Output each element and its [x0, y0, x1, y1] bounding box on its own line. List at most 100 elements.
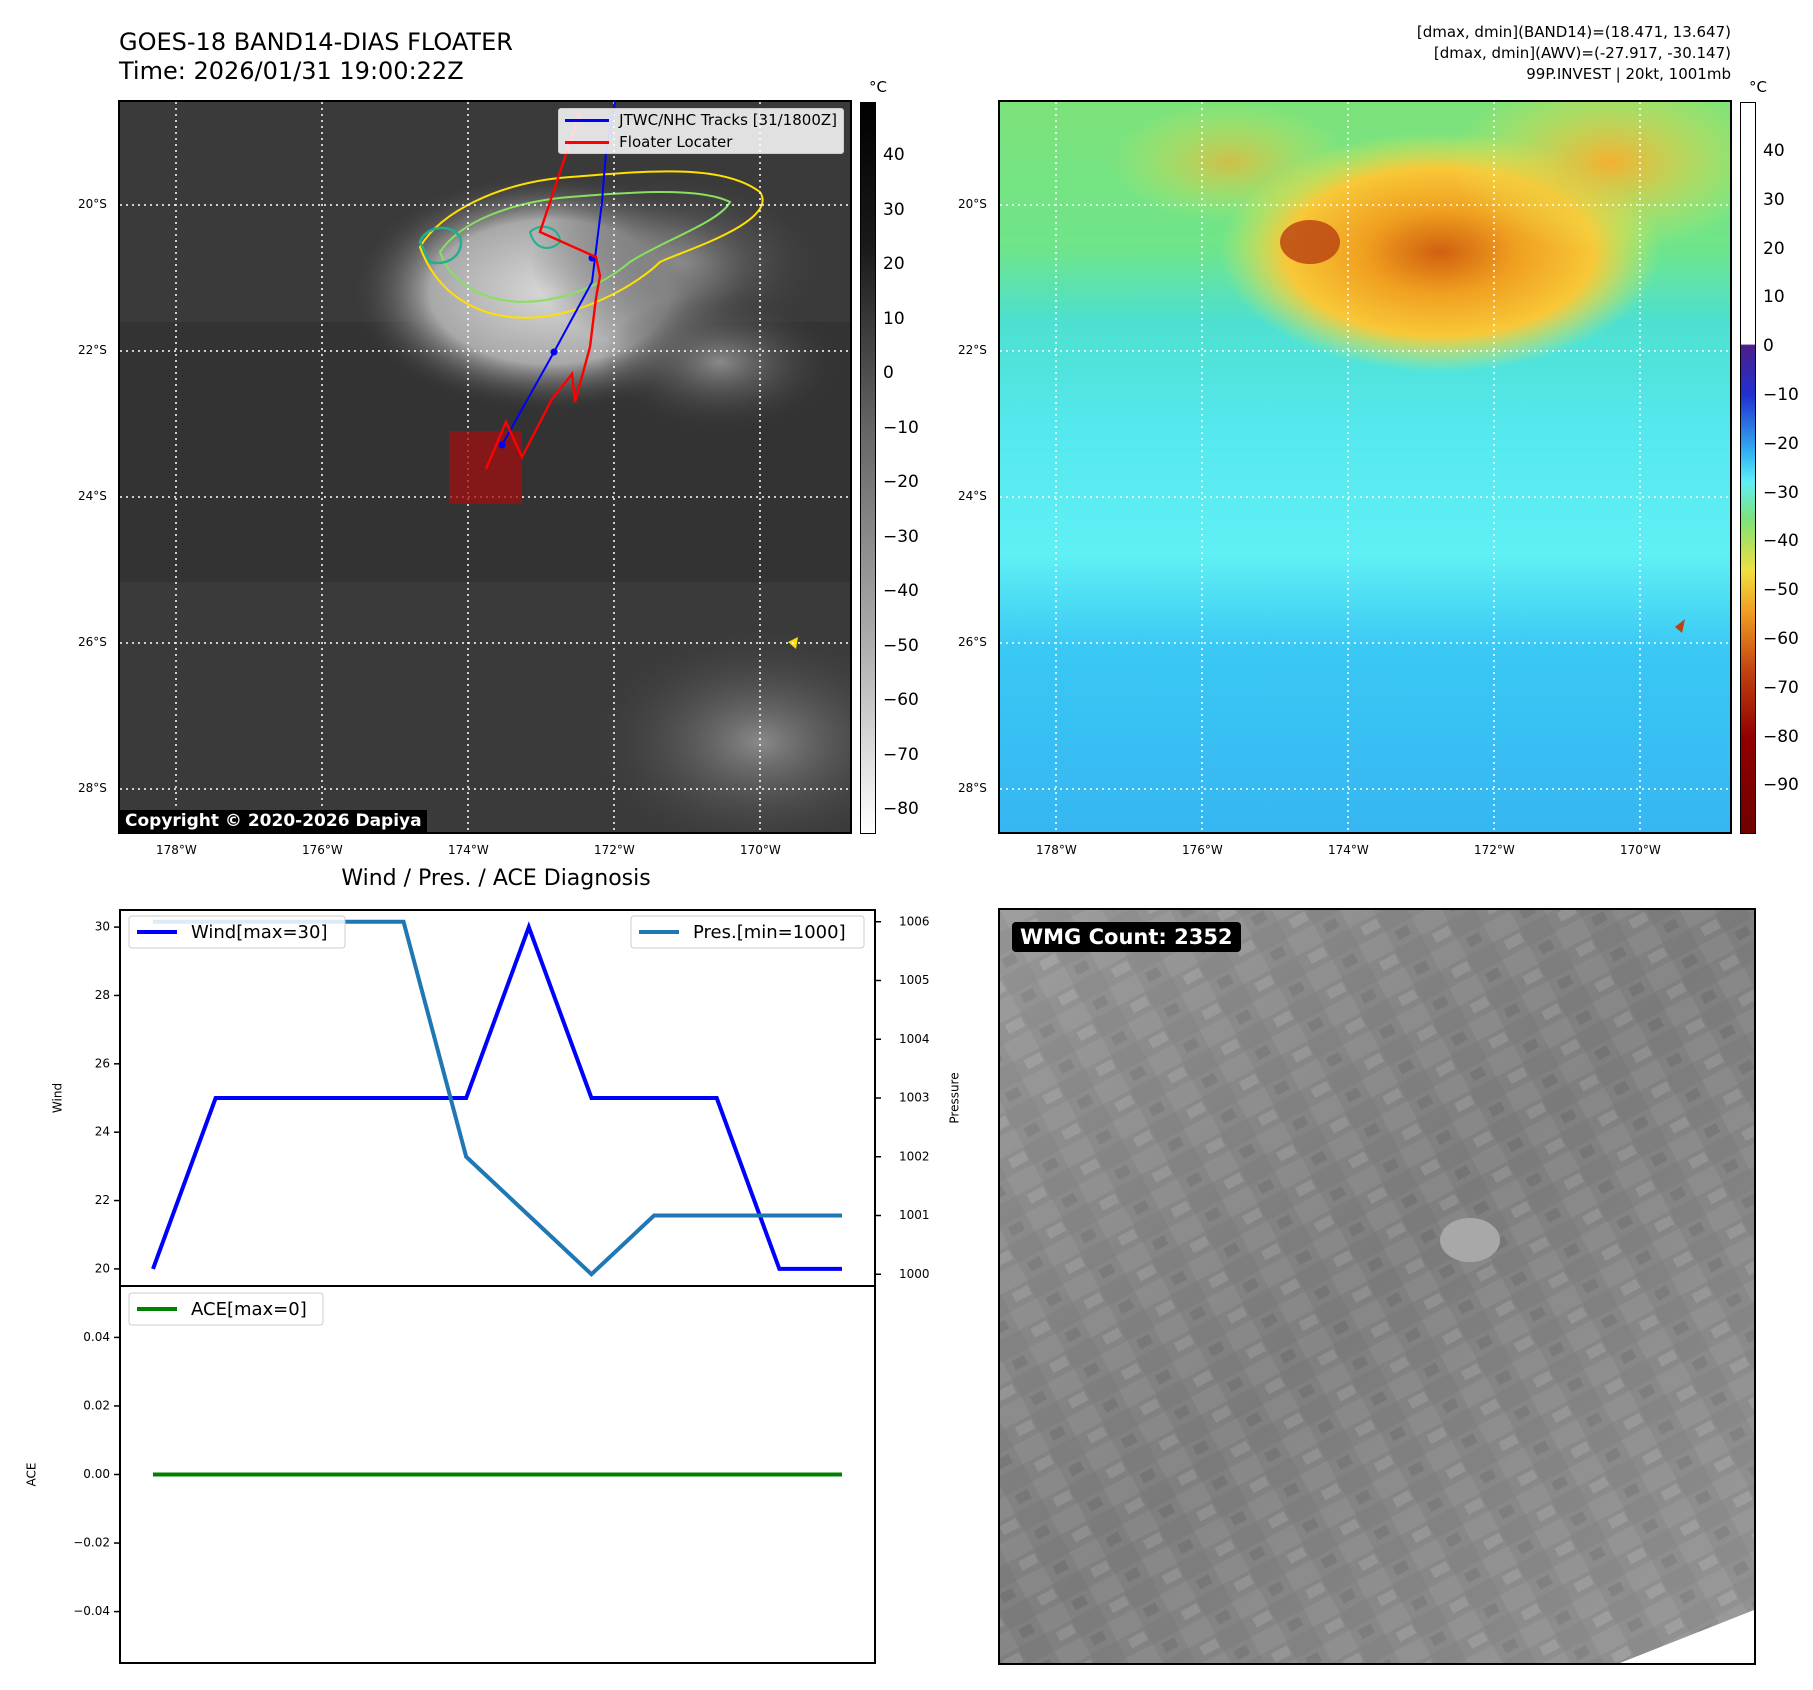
wind-tick-label: 30 — [95, 920, 110, 934]
lat-label: 20°S — [78, 197, 107, 211]
band14-gridlines — [120, 102, 850, 832]
awv-colorbar — [1740, 102, 1756, 834]
pressure-tick-label: 1001 — [899, 1208, 930, 1222]
ace-legend-box — [128, 1292, 324, 1326]
info-awv-range: [dmax, dmin](AWV)=(-27.917, -30.147) — [1433, 44, 1731, 62]
band14-colorbar-tick: −80 — [883, 799, 919, 819]
lon-label: 170°W — [1620, 843, 1661, 857]
lon-label: 178°W — [1036, 843, 1077, 857]
legend-label-tracks: JTWC/NHC Tracks [31/1800Z] — [619, 111, 837, 129]
awv-colorbar-tick: 20 — [1763, 238, 1785, 259]
pressure-tick-label: 1006 — [899, 914, 930, 928]
ace-axis-label: ACE — [25, 1463, 39, 1487]
ace-tick-label: 0.00 — [83, 1467, 110, 1481]
pressure-tick-label: 1005 — [899, 973, 930, 987]
band14-colorbar-tick: −20 — [883, 472, 919, 492]
lon-label: 178°W — [156, 843, 197, 857]
band14-colorbar-tick: 30 — [883, 199, 905, 220]
info-band14-range: [dmax, dmin](BAND14)=(18.471, 13.647) — [1416, 23, 1731, 41]
pressure-tick-label: 1002 — [899, 1149, 930, 1163]
band14-colorbar-tick: −70 — [883, 744, 919, 765]
band14-colorbar-tick: 10 — [883, 308, 905, 329]
band14-colorbar-tick: 40 — [883, 145, 905, 165]
track-point — [498, 441, 506, 449]
legend-item-floater: Floater Locater — [559, 131, 843, 153]
info-storm: 99P.INVEST | 20kt, 1001mb — [1526, 65, 1731, 83]
colorbar-unit: °C — [1749, 78, 1767, 96]
awv-map — [998, 100, 1732, 834]
lat-label: 28°S — [78, 781, 107, 795]
diagnosis-chart: 30 28 26 24 22 20 1006 1005 1004 1003 1002 1001 1000… — [25, 909, 962, 1664]
band14-colorbar-tick: −30 — [883, 526, 919, 547]
ace-tick-label: −0.04 — [73, 1604, 110, 1618]
legend-swatch-tracks — [565, 118, 610, 122]
figure-title: GOES-18 BAND14-DIAS FLOATER — [119, 28, 513, 56]
awv-colorbar-tick: −30 — [1763, 482, 1799, 503]
band14-legend: JTWC/NHC Tracks [31/1800Z] Floater Locat… — [558, 108, 844, 154]
awv-colorbar-tick: 30 — [1763, 189, 1785, 210]
awv-colorbar-tick: −60 — [1763, 629, 1799, 649]
wind-legend-label: Wind[max=30] — [191, 922, 328, 943]
band14-map: JTWC/NHC Tracks [31/1800Z] Floater Locat… — [118, 100, 852, 834]
awv-colorbar-tick: −20 — [1763, 433, 1799, 454]
copyright-badge: Copyright © 2020-2026 Dapiya — [120, 810, 427, 832]
ace-tick-label: −0.02 — [73, 1536, 110, 1550]
lon-label: 174°W — [448, 843, 489, 857]
wmg-panel: WMG Count: 2352 — [998, 908, 1756, 1665]
awv-colorbar-tick: 10 — [1763, 287, 1785, 308]
lon-label: 172°W — [594, 843, 635, 857]
lon-label: 176°W — [302, 843, 343, 857]
legend-swatch-floater — [565, 140, 610, 144]
awv-gridlines — [1000, 102, 1730, 832]
awv-colorbar-tick: 0 — [1763, 336, 1774, 357]
ace-legend-label: ACE[max=0] — [191, 1299, 307, 1320]
pressure-legend-label: Pres.[min=1000] — [693, 922, 846, 943]
wind-legend-box — [128, 915, 346, 949]
lon-label: 174°W — [1328, 843, 1369, 857]
wmg-count-badge: WMG Count: 2352 — [1012, 922, 1241, 952]
diagnosis-title: Wind / Pres. / ACE Diagnosis — [341, 866, 651, 891]
legend-label-floater: Floater Locater — [619, 133, 733, 151]
awv-colorbar-tick: 40 — [1763, 141, 1785, 161]
pressure-tick-label: 1003 — [899, 1091, 930, 1105]
lat-label: 28°S — [958, 781, 987, 795]
wind-tick-label: 20 — [95, 1261, 110, 1275]
ace-tick-label: 0.04 — [83, 1330, 110, 1344]
pressure-tick-label: 1004 — [899, 1032, 930, 1046]
wind-tick-label: 26 — [95, 1056, 110, 1070]
pressure-axis-label: Pressure — [948, 1072, 962, 1123]
floater-track — [484, 111, 602, 470]
ace-tick-label: 0.02 — [83, 1398, 110, 1412]
wind-axis-label: Wind — [51, 1083, 65, 1113]
wind-series-line — [151, 921, 842, 1271]
legend-item-tracks: JTWC/NHC Tracks [31/1800Z] — [559, 109, 843, 131]
pressure-tick-label: 1000 — [899, 1267, 930, 1281]
lat-label: 22°S — [958, 343, 987, 357]
band14-colorbar-tick: −40 — [883, 581, 919, 601]
lon-label: 172°W — [1474, 843, 1515, 857]
band14-colorbar-tick: −10 — [883, 417, 919, 438]
band14-map-image — [120, 102, 850, 832]
band14-colorbar-tick: 0 — [883, 363, 894, 383]
band14-colorbar — [860, 102, 876, 834]
lon-label: 176°W — [1182, 843, 1223, 857]
track-point — [550, 348, 558, 356]
awv-colorbar-tick: −90 — [1763, 775, 1799, 796]
band14-colorbar-tick: 20 — [883, 254, 905, 274]
awv-colorbar-tick: −40 — [1763, 531, 1799, 552]
awv-colorbar-tick: −10 — [1763, 385, 1799, 405]
awv-colorbar-tick: −70 — [1763, 677, 1799, 698]
band14-colorbar-tick: −50 — [883, 635, 919, 656]
wmg-image — [1000, 910, 1754, 1663]
lat-label: 24°S — [958, 489, 987, 503]
awv-colorbar-tick: −50 — [1763, 580, 1799, 601]
lat-label: 22°S — [78, 343, 107, 357]
lat-label: 26°S — [958, 635, 987, 649]
wind-tick-label: 22 — [95, 1193, 110, 1207]
colorbar-unit: °C — [869, 78, 887, 96]
lat-label: 24°S — [78, 489, 107, 503]
lat-label: 20°S — [958, 197, 987, 211]
figure-time: Time: 2026/01/31 19:00:22Z — [119, 57, 464, 85]
awv-map-image — [1000, 102, 1730, 832]
awv-colorbar-tick: −80 — [1763, 726, 1799, 747]
